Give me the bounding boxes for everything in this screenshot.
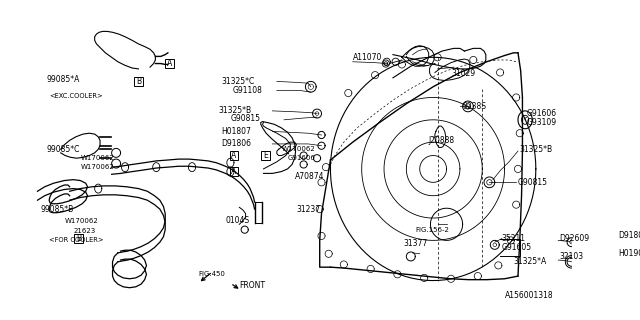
Text: G91605: G91605 bbox=[502, 243, 532, 252]
Bar bbox=[230, 151, 239, 160]
Text: D91806: D91806 bbox=[221, 140, 252, 148]
Text: 31325*A: 31325*A bbox=[513, 257, 547, 266]
Text: 32103: 32103 bbox=[559, 252, 583, 261]
Text: A11070: A11070 bbox=[353, 53, 382, 62]
Text: 21623: 21623 bbox=[73, 228, 95, 235]
Text: G90815: G90815 bbox=[518, 178, 548, 187]
Text: H01907: H01907 bbox=[618, 249, 640, 258]
Text: A156001318: A156001318 bbox=[504, 291, 553, 300]
Text: G90815: G90815 bbox=[230, 114, 260, 123]
Text: FIG.156-2: FIG.156-2 bbox=[415, 227, 449, 233]
Text: G91606: G91606 bbox=[287, 155, 316, 161]
Text: B: B bbox=[76, 234, 81, 243]
Text: D92609: D92609 bbox=[559, 234, 589, 243]
Text: FIG.450: FIG.450 bbox=[198, 271, 225, 277]
Text: A70874: A70874 bbox=[294, 172, 324, 180]
Text: 31325*B: 31325*B bbox=[219, 106, 252, 116]
Text: 31377: 31377 bbox=[404, 239, 428, 248]
Text: 31029: 31029 bbox=[451, 69, 475, 78]
Text: <FOR COOLER>: <FOR COOLER> bbox=[49, 237, 104, 244]
Text: G93109: G93109 bbox=[527, 118, 557, 127]
Bar bbox=[134, 77, 143, 86]
Text: B: B bbox=[136, 77, 141, 86]
Text: 99085*A: 99085*A bbox=[47, 75, 80, 84]
Text: 99085*B: 99085*B bbox=[40, 204, 74, 214]
Bar bbox=[74, 234, 83, 243]
Bar bbox=[165, 59, 174, 68]
Text: J20888: J20888 bbox=[429, 136, 455, 145]
Text: 99085*C: 99085*C bbox=[47, 145, 80, 154]
Text: FRONT: FRONT bbox=[239, 281, 266, 290]
Text: 31325*C: 31325*C bbox=[221, 77, 255, 86]
Text: G91606: G91606 bbox=[527, 109, 557, 118]
Text: A: A bbox=[167, 59, 172, 68]
Text: D91806: D91806 bbox=[618, 231, 640, 240]
Text: 31237: 31237 bbox=[296, 204, 321, 214]
Text: A: A bbox=[231, 167, 237, 176]
Text: W170062: W170062 bbox=[81, 164, 114, 170]
Text: 0238S: 0238S bbox=[463, 102, 486, 111]
Text: 35211: 35211 bbox=[502, 234, 526, 243]
Text: G91108: G91108 bbox=[232, 86, 262, 95]
Text: 0104S: 0104S bbox=[225, 216, 249, 225]
Bar bbox=[260, 151, 269, 160]
Text: <EXC.COOLER>: <EXC.COOLER> bbox=[49, 93, 103, 99]
Text: A: A bbox=[231, 151, 237, 160]
Text: E: E bbox=[263, 151, 268, 160]
Text: W170062: W170062 bbox=[64, 218, 98, 224]
Bar bbox=[230, 167, 239, 176]
Text: 31325*B: 31325*B bbox=[520, 145, 553, 154]
Text: W170062: W170062 bbox=[282, 146, 315, 152]
Text: H01807: H01807 bbox=[221, 127, 252, 136]
Text: W170062: W170062 bbox=[81, 155, 114, 161]
